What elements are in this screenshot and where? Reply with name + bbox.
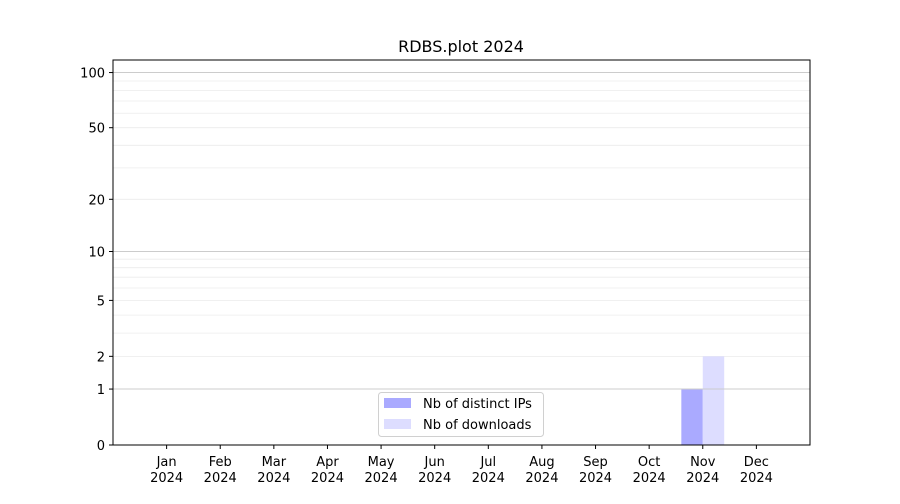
y-tick-label: 20 [88, 193, 105, 208]
y-tick-label: 50 [88, 122, 105, 137]
x-tick-label: Jun [424, 455, 445, 470]
grid [113, 80, 810, 357]
x-tick-label: Mar [262, 455, 287, 470]
y-tick-label: 0 [97, 439, 105, 454]
x-tick-label: Jul [479, 455, 496, 470]
y-tick-label: 1 [97, 383, 105, 398]
x-tick-label-year: 2024 [150, 471, 183, 486]
x-tick-label: Jan [156, 455, 177, 470]
legend-swatch [384, 419, 411, 429]
y-tick-label: 10 [88, 245, 105, 260]
bars [681, 356, 725, 445]
x-tick-label: Oct [638, 455, 660, 470]
x-tick-label: Feb [209, 455, 232, 470]
major-grid [113, 72, 810, 390]
legend-swatch [384, 398, 411, 408]
x-tick-label-year: 2024 [633, 471, 666, 486]
x-tick-label: May [368, 455, 395, 470]
x-tick-label-year: 2024 [525, 471, 558, 486]
legend-label: Nb of downloads [423, 418, 532, 433]
x-tick-label-year: 2024 [418, 471, 451, 486]
chart-title: RDBS.plot 2024 [398, 37, 524, 56]
bar-distinct-ips [681, 389, 703, 445]
bar-downloads [702, 356, 725, 445]
x-tick-label: Aug [529, 455, 554, 470]
x-tick-label-year: 2024 [686, 471, 719, 486]
y-tick-label: 100 [80, 67, 105, 82]
y-tick-label: 2 [97, 350, 105, 365]
x-tick-label-year: 2024 [472, 471, 505, 486]
plot-frame [112, 59, 811, 446]
x-tick-label: Apr [316, 455, 339, 470]
x-axis: Jan2024Feb2024Mar2024Apr2024May2024Jun20… [150, 445, 773, 486]
legend-label: Nb of distinct IPs [423, 397, 532, 412]
x-tick-label-year: 2024 [740, 471, 773, 486]
y-axis: 0 1 2 5 10 20 50 100 [80, 67, 113, 454]
x-tick-label-year: 2024 [204, 471, 237, 486]
x-tick-label-year: 2024 [579, 471, 612, 486]
legend: Nb of distinct IPs Nb of downloads [378, 392, 544, 437]
x-tick-label-year: 2024 [311, 471, 344, 486]
x-tick-label-year: 2024 [257, 471, 290, 486]
x-tick-label: Nov [690, 455, 716, 470]
y-tick-label: 5 [97, 294, 105, 309]
x-tick-label-year: 2024 [365, 471, 398, 486]
legend-box [378, 392, 544, 437]
x-tick-label: Sep [583, 455, 608, 470]
x-tick-label: Dec [744, 455, 769, 470]
